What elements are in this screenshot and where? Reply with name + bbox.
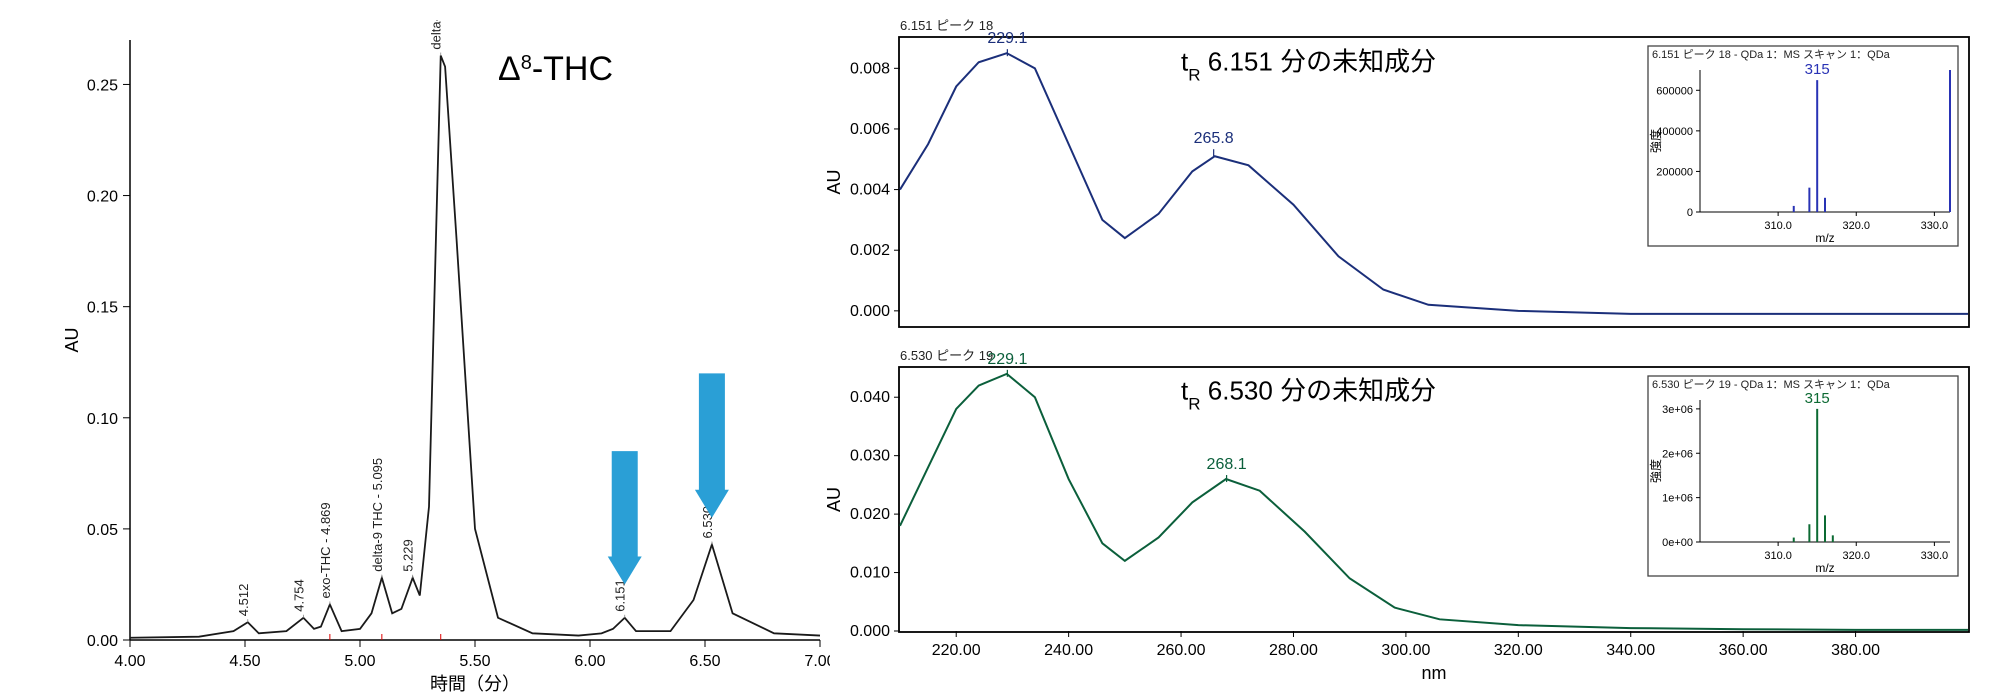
- svg-text:0.004: 0.004: [850, 182, 890, 199]
- svg-text:delta-9 THC - 5.095: delta-9 THC - 5.095: [370, 458, 385, 572]
- svg-text:2e+06: 2e+06: [1662, 448, 1693, 460]
- chromatogram-chart: 4.004.505.005.506.006.507.000.000.050.10…: [60, 20, 830, 700]
- svg-text:320.0: 320.0: [1842, 550, 1870, 562]
- svg-text:0: 0: [1687, 207, 1693, 219]
- unknown-peak-arrow: [608, 451, 642, 584]
- svg-text:0.002: 0.002: [850, 242, 890, 259]
- spectra-panel: 6.151 ピーク 18 0.000 0.002 0.004 0.006 0.008 AU 2…: [790, 0, 2000, 695]
- ms-peak-label: 315: [1805, 390, 1830, 407]
- uv-peak-label: 265.8: [1194, 130, 1234, 147]
- svg-text:AU: AU: [62, 327, 82, 352]
- svg-text:0.05: 0.05: [87, 522, 118, 539]
- svg-text:0.040: 0.040: [850, 389, 890, 406]
- svg-text:0.008: 0.008: [850, 60, 890, 77]
- svg-text:6.151 ピーク 18 - QDa 1：MS スキャン 1: 6.151 ピーク 18 - QDa 1：MS スキャン 1：QDa: [1652, 48, 1891, 61]
- spectrum-header: 6.530 ピーク 19: [900, 348, 993, 363]
- svg-text:m/z: m/z: [1815, 231, 1834, 245]
- ms-peak-label: 315: [1805, 61, 1830, 78]
- svg-text:320.00: 320.00: [1494, 642, 1543, 659]
- uv-peak-label: 229.1: [987, 351, 1027, 368]
- ms-inset: [1648, 46, 1958, 246]
- svg-text:6.50: 6.50: [689, 653, 720, 670]
- svg-text:5.229: 5.229: [401, 539, 416, 572]
- svg-text:330.0: 330.0: [1921, 220, 1949, 232]
- svg-text:0e+00: 0e+00: [1662, 537, 1693, 549]
- svg-text:強度: 強度: [1648, 129, 1663, 153]
- svg-text:delta-8 THC - 5.351: delta-8 THC - 5.351: [429, 20, 444, 50]
- svg-text:exo-THC - 4.869: exo-THC - 4.869: [318, 502, 333, 598]
- svg-text:0.00: 0.00: [87, 633, 118, 650]
- svg-text:0.006: 0.006: [850, 121, 890, 138]
- svg-text:330.0: 330.0: [1921, 550, 1949, 562]
- spectrum-header: 6.151 ピーク 18: [900, 18, 993, 33]
- svg-text:4.50: 4.50: [229, 653, 260, 670]
- svg-text:0.000: 0.000: [850, 623, 890, 640]
- spectrum-annotation: tR 6.530 分の未知成分: [1181, 376, 1436, 414]
- svg-text:AU: AU: [824, 169, 844, 194]
- svg-text:0.020: 0.020: [850, 506, 890, 523]
- unknown-peak-arrow: [695, 373, 729, 517]
- svg-text:0.010: 0.010: [850, 565, 890, 582]
- chromatogram-panel: 4.004.505.005.506.006.507.000.000.050.10…: [0, 0, 790, 695]
- svg-text:4.754: 4.754: [291, 579, 306, 612]
- svg-text:4.512: 4.512: [236, 584, 251, 617]
- svg-text:310.0: 310.0: [1764, 220, 1792, 232]
- svg-text:m/z: m/z: [1815, 561, 1834, 575]
- uv-peak-label: 268.1: [1207, 456, 1247, 473]
- svg-text:0.000: 0.000: [850, 303, 890, 320]
- svg-text:5.50: 5.50: [459, 653, 490, 670]
- svg-text:340.00: 340.00: [1606, 642, 1655, 659]
- spectrum-annotation: tR 6.151 分の未知成分: [1181, 47, 1436, 85]
- svg-text:5.00: 5.00: [344, 653, 375, 670]
- svg-text:0.25: 0.25: [87, 77, 118, 94]
- svg-text:0.15: 0.15: [87, 300, 118, 317]
- uv-spectrum-bottom: 6.530 ピーク 19 0.000 0.010 0.020 0.030 0.040 AU 2…: [820, 340, 1980, 685]
- svg-text:6.151: 6.151: [613, 579, 628, 612]
- svg-text:強度: 強度: [1648, 459, 1663, 483]
- svg-text:240.00: 240.00: [1044, 642, 1093, 659]
- uv-peak-label: 229.1: [987, 30, 1027, 47]
- svg-text:360.00: 360.00: [1719, 642, 1768, 659]
- svg-text:3e+06: 3e+06: [1662, 404, 1693, 416]
- svg-text:200000: 200000: [1656, 166, 1693, 178]
- svg-text:380.00: 380.00: [1831, 642, 1880, 659]
- svg-text:0.20: 0.20: [87, 189, 118, 206]
- svg-text:0.10: 0.10: [87, 411, 118, 428]
- svg-text:時間（分）: 時間（分）: [430, 674, 520, 694]
- svg-text:300.00: 300.00: [1381, 642, 1430, 659]
- svg-text:6.00: 6.00: [574, 653, 605, 670]
- svg-text:320.0: 320.0: [1842, 220, 1870, 232]
- svg-text:6.530 ピーク 19 - QDa 1：MS スキャン 1: 6.530 ピーク 19 - QDa 1：MS スキャン 1：QDa: [1652, 378, 1891, 391]
- uv-spectrum-top: 6.151 ピーク 18 0.000 0.002 0.004 0.006 0.008 AU 2…: [820, 10, 1980, 340]
- svg-text:260.00: 260.00: [1157, 642, 1206, 659]
- svg-text:AU: AU: [824, 487, 844, 512]
- svg-text:310.0: 310.0: [1764, 550, 1792, 562]
- svg-text:600000: 600000: [1656, 85, 1693, 97]
- svg-text:1e+06: 1e+06: [1662, 493, 1693, 505]
- svg-text:0.030: 0.030: [850, 448, 890, 465]
- svg-text:4.00: 4.00: [114, 653, 145, 670]
- svg-text:280.00: 280.00: [1269, 642, 1318, 659]
- svg-text:220.00: 220.00: [932, 642, 981, 659]
- ms-inset: [1648, 376, 1958, 576]
- main-peak-annotation: Δ8-THC: [498, 50, 613, 88]
- svg-text:nm: nm: [1421, 663, 1446, 683]
